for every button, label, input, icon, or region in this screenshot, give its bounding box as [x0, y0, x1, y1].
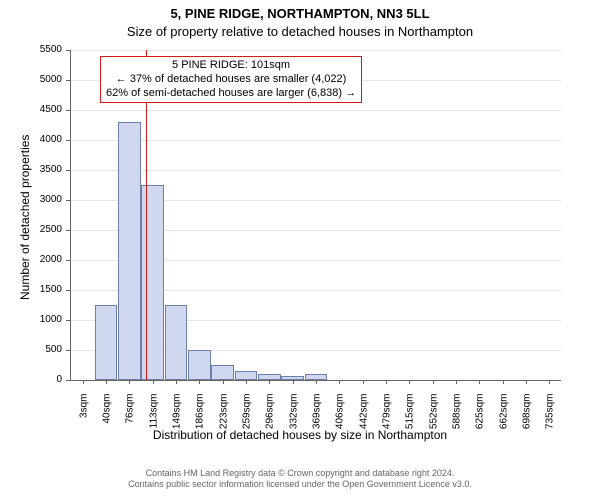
- bar: [141, 185, 164, 380]
- y-tick-label: 500: [28, 344, 62, 355]
- x-tick-label: 76sqm: [125, 394, 136, 444]
- x-tick: [223, 380, 224, 384]
- y-tick: [66, 200, 70, 201]
- x-tick: [129, 380, 130, 384]
- y-tick: [66, 230, 70, 231]
- y-tick: [66, 110, 70, 111]
- x-tick-label: 588sqm: [452, 394, 463, 444]
- x-tick-label: 625sqm: [475, 394, 486, 444]
- y-tick: [66, 140, 70, 141]
- y-tick-label: 1500: [28, 284, 62, 295]
- x-tick: [176, 380, 177, 384]
- y-tick-label: 4500: [28, 104, 62, 115]
- footer-line: Contains public sector information licen…: [0, 479, 600, 490]
- grid-line: [71, 50, 561, 51]
- bar: [188, 350, 211, 380]
- grid-line: [71, 110, 561, 111]
- x-tick: [106, 380, 107, 384]
- x-tick: [409, 380, 410, 384]
- y-tick: [66, 380, 70, 381]
- annotation-line: 62% of semi-detached houses are larger (…: [106, 87, 356, 101]
- bar: [165, 305, 188, 380]
- grid-line: [71, 170, 561, 171]
- annotation-box: 5 PINE RIDGE: 101sqm ← 37% of detached h…: [100, 56, 362, 103]
- x-tick-label: 406sqm: [335, 394, 346, 444]
- chart-container: 5, PINE RIDGE, NORTHAMPTON, NN3 5LL Size…: [0, 0, 600, 500]
- x-tick-label: 332sqm: [288, 394, 299, 444]
- x-tick-label: 296sqm: [265, 394, 276, 444]
- x-axis-label: Distribution of detached houses by size …: [0, 428, 600, 442]
- annotation-line: ← 37% of detached houses are smaller (4,…: [106, 73, 356, 87]
- y-tick-label: 3000: [28, 194, 62, 205]
- chart-subtitle: Size of property relative to detached ho…: [0, 24, 600, 39]
- bar: [211, 365, 234, 380]
- footer: Contains HM Land Registry data © Crown c…: [0, 468, 600, 490]
- y-tick-label: 3500: [28, 164, 62, 175]
- y-tick: [66, 290, 70, 291]
- x-tick: [153, 380, 154, 384]
- y-tick: [66, 50, 70, 51]
- x-tick: [479, 380, 480, 384]
- bar: [95, 305, 118, 380]
- x-tick-label: 735sqm: [545, 394, 556, 444]
- x-tick: [339, 380, 340, 384]
- y-axis-label: Number of detached properties: [18, 135, 32, 300]
- x-tick: [503, 380, 504, 384]
- x-tick-label: 662sqm: [498, 394, 509, 444]
- y-tick-label: 5500: [28, 44, 62, 55]
- x-tick: [293, 380, 294, 384]
- x-tick-label: 259sqm: [242, 394, 253, 444]
- y-tick-label: 5000: [28, 74, 62, 85]
- x-tick: [316, 380, 317, 384]
- x-tick: [433, 380, 434, 384]
- x-tick: [363, 380, 364, 384]
- x-tick-label: 40sqm: [102, 394, 113, 444]
- y-tick: [66, 170, 70, 171]
- x-tick-label: 369sqm: [312, 394, 323, 444]
- y-tick: [66, 350, 70, 351]
- y-tick: [66, 260, 70, 261]
- footer-line: Contains HM Land Registry data © Crown c…: [0, 468, 600, 479]
- y-tick: [66, 320, 70, 321]
- x-tick: [526, 380, 527, 384]
- x-tick-label: 223sqm: [218, 394, 229, 444]
- x-tick: [199, 380, 200, 384]
- x-tick-label: 552sqm: [428, 394, 439, 444]
- x-tick-label: 113sqm: [148, 394, 159, 444]
- x-tick: [83, 380, 84, 384]
- x-tick-label: 515sqm: [405, 394, 416, 444]
- x-tick: [549, 380, 550, 384]
- x-tick-label: 186sqm: [195, 394, 206, 444]
- x-tick-label: 479sqm: [382, 394, 393, 444]
- bar: [235, 371, 258, 380]
- y-tick-label: 1000: [28, 314, 62, 325]
- x-tick-label: 149sqm: [172, 394, 183, 444]
- x-tick-label: 442sqm: [358, 394, 369, 444]
- x-tick: [386, 380, 387, 384]
- x-tick: [269, 380, 270, 384]
- y-tick: [66, 80, 70, 81]
- x-tick-label: 698sqm: [522, 394, 533, 444]
- y-tick-label: 2000: [28, 254, 62, 265]
- x-tick-label: 3sqm: [78, 394, 89, 444]
- x-tick: [456, 380, 457, 384]
- x-tick: [246, 380, 247, 384]
- y-tick-label: 0: [28, 374, 62, 385]
- grid-line: [71, 140, 561, 141]
- annotation-line: 5 PINE RIDGE: 101sqm: [106, 59, 356, 73]
- bar: [118, 122, 141, 380]
- y-tick-label: 2500: [28, 224, 62, 235]
- y-tick-label: 4000: [28, 134, 62, 145]
- chart-title: 5, PINE RIDGE, NORTHAMPTON, NN3 5LL: [0, 6, 600, 21]
